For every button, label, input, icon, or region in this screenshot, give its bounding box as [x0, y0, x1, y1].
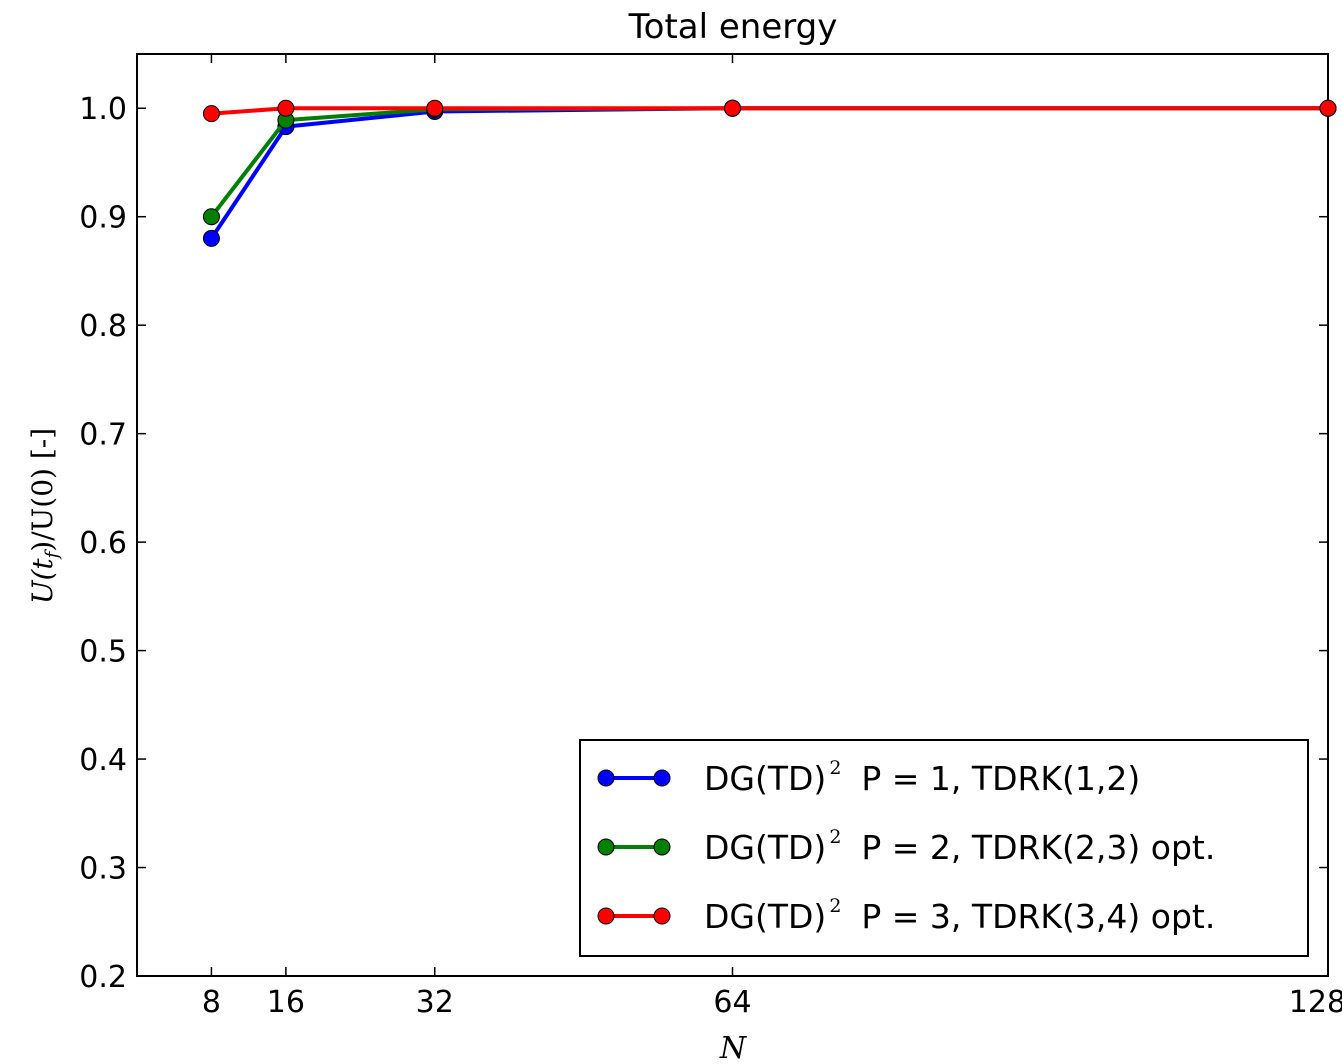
- y-tick-label: 0.2: [79, 960, 127, 995]
- x-tick-label: 8: [202, 985, 221, 1020]
- data-point: [426, 99, 444, 117]
- legend: DG(TD) 2 P = 1, TDRK(1,2)DG(TD) 2 P = 2, TDR…: [579, 739, 1309, 957]
- y-tick-label: 0.3: [79, 852, 127, 887]
- legend-label-name: P = 2, TDRK(2,3) opt.: [861, 828, 1215, 867]
- legend-label-sup: 2: [829, 895, 841, 917]
- chart-title: Total energy: [628, 7, 838, 47]
- series-line: [209, 106, 1328, 218]
- series-3: [202, 99, 1337, 123]
- legend-label-sup: 2: [829, 757, 841, 779]
- legend-marker: [597, 838, 615, 856]
- legend-label-prefix: DG(TD): [704, 759, 826, 798]
- legend-marker: [653, 907, 671, 925]
- x-tick-label: 64: [713, 985, 751, 1020]
- data-point: [202, 208, 220, 226]
- series-line: [209, 106, 1328, 240]
- legend-marker: [653, 769, 671, 787]
- series-1: [202, 99, 1337, 247]
- data-point: [1319, 99, 1337, 117]
- y-axis: 0.2 0.3 0.4 0.5 0.6 0.7 0.8 0.9 1.0: [79, 92, 1328, 995]
- data-point: [202, 105, 220, 123]
- legend-label: DG(TD) 2 P = 3, TDRK(3,4) opt.: [704, 895, 1215, 936]
- y-tick-label: 0.4: [79, 743, 127, 778]
- x-tick-label: 32: [416, 985, 454, 1020]
- series-layer: [202, 99, 1337, 247]
- data-point: [277, 99, 295, 117]
- legend-label: DG(TD) 2 P = 2, TDRK(2,3) opt.: [704, 826, 1215, 867]
- y-tick-label: 0.6: [79, 526, 127, 561]
- x-tick-label: 16: [267, 985, 305, 1020]
- legend-label-prefix: DG(TD): [704, 897, 826, 936]
- y-axis-label: U(tf)/U(0) [-]: [26, 428, 63, 604]
- data-point: [724, 99, 741, 117]
- legend-label-name: P = 1, TDRK(1,2): [861, 759, 1140, 798]
- y-tick-label: 0.9: [79, 201, 127, 236]
- y-tick-label: 0.5: [79, 635, 127, 670]
- legend-label-name: P = 3, TDRK(3,4) opt.: [861, 897, 1215, 936]
- legend-marker: [597, 907, 615, 925]
- legend-entry: DG(TD) 2 P = 1, TDRK(1,2): [597, 757, 1140, 798]
- x-tick-label: 128: [1289, 985, 1342, 1020]
- x-axis: 8 16 32 64 128: [202, 54, 1342, 1020]
- x-axis-label: N: [719, 1031, 748, 1064]
- legend-label-prefix: DG(TD): [704, 828, 826, 867]
- legend-entry: DG(TD) 2 P = 2, TDRK(2,3) opt.: [597, 826, 1215, 867]
- legend-label-sup: 2: [829, 826, 841, 848]
- legend-box: [579, 739, 1309, 957]
- legend-label: DG(TD) 2 P = 1, TDRK(1,2): [704, 757, 1140, 798]
- y-axis-label-main: U(t: [26, 558, 59, 605]
- y-tick-label: 0.7: [79, 418, 127, 453]
- legend-marker: [653, 838, 671, 856]
- y-axis-label-rest: )/U(0) [-]: [26, 428, 59, 552]
- legend-entry: DG(TD) 2 P = 3, TDRK(3,4) opt.: [597, 895, 1215, 936]
- legend-marker: [597, 769, 615, 787]
- data-point: [202, 229, 220, 247]
- y-tick-label: 0.8: [79, 309, 127, 344]
- y-tick-label: 1.0: [79, 92, 127, 127]
